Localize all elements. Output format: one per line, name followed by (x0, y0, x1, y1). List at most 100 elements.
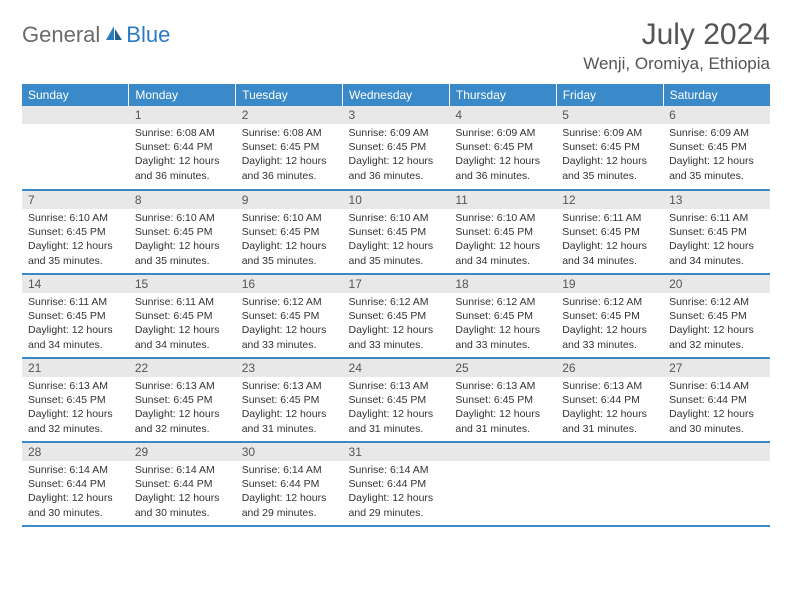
daylight-text: Daylight: 12 hours and 31 minutes. (562, 407, 657, 435)
day-content: Sunrise: 6:13 AMSunset: 6:45 PMDaylight:… (343, 377, 450, 440)
day-number: 10 (343, 191, 450, 209)
daylight-text: Daylight: 12 hours and 32 minutes. (135, 407, 230, 435)
day-number: 30 (236, 443, 343, 461)
sunset-text: Sunset: 6:44 PM (242, 477, 337, 491)
sunrise-text: Sunrise: 6:12 AM (669, 295, 764, 309)
daylight-text: Daylight: 12 hours and 35 minutes. (562, 154, 657, 182)
day-number: 14 (22, 275, 129, 293)
day-content: Sunrise: 6:11 AMSunset: 6:45 PMDaylight:… (22, 293, 129, 356)
location: Wenji, Oromiya, Ethiopia (583, 54, 770, 74)
daylight-text: Daylight: 12 hours and 33 minutes. (562, 323, 657, 351)
day-number: 21 (22, 359, 129, 377)
calendar-cell (449, 442, 556, 526)
sunrise-text: Sunrise: 6:08 AM (242, 126, 337, 140)
day-header-friday: Friday (556, 84, 663, 106)
day-content: Sunrise: 6:12 AMSunset: 6:45 PMDaylight:… (236, 293, 343, 356)
day-header-sunday: Sunday (22, 84, 129, 106)
daylight-text: Daylight: 12 hours and 35 minutes. (669, 154, 764, 182)
day-content: Sunrise: 6:12 AMSunset: 6:45 PMDaylight:… (343, 293, 450, 356)
sunrise-text: Sunrise: 6:13 AM (242, 379, 337, 393)
sunset-text: Sunset: 6:45 PM (669, 309, 764, 323)
day-content: Sunrise: 6:08 AMSunset: 6:44 PMDaylight:… (129, 124, 236, 187)
day-content: Sunrise: 6:10 AMSunset: 6:45 PMDaylight:… (236, 209, 343, 272)
sunrise-text: Sunrise: 6:12 AM (242, 295, 337, 309)
calendar-row: 21Sunrise: 6:13 AMSunset: 6:45 PMDayligh… (22, 358, 770, 442)
day-header-tuesday: Tuesday (236, 84, 343, 106)
daylight-text: Daylight: 12 hours and 34 minutes. (135, 323, 230, 351)
calendar-cell: 6Sunrise: 6:09 AMSunset: 6:45 PMDaylight… (663, 106, 770, 190)
day-content: Sunrise: 6:08 AMSunset: 6:45 PMDaylight:… (236, 124, 343, 187)
calendar-body: 1Sunrise: 6:08 AMSunset: 6:44 PMDaylight… (22, 106, 770, 526)
sunset-text: Sunset: 6:45 PM (242, 140, 337, 154)
daylight-text: Daylight: 12 hours and 31 minutes. (455, 407, 550, 435)
sunrise-text: Sunrise: 6:10 AM (135, 211, 230, 225)
daylight-text: Daylight: 12 hours and 30 minutes. (135, 491, 230, 519)
day-number: 16 (236, 275, 343, 293)
calendar-cell: 17Sunrise: 6:12 AMSunset: 6:45 PMDayligh… (343, 274, 450, 358)
calendar-cell: 10Sunrise: 6:10 AMSunset: 6:45 PMDayligh… (343, 190, 450, 274)
sunrise-text: Sunrise: 6:11 AM (28, 295, 123, 309)
day-number: 17 (343, 275, 450, 293)
month-title: July 2024 (583, 18, 770, 52)
logo-sail-icon (104, 24, 124, 47)
day-content: Sunrise: 6:10 AMSunset: 6:45 PMDaylight:… (129, 209, 236, 272)
day-number: 6 (663, 106, 770, 124)
day-number: 27 (663, 359, 770, 377)
calendar-cell: 26Sunrise: 6:13 AMSunset: 6:44 PMDayligh… (556, 358, 663, 442)
sunrise-text: Sunrise: 6:12 AM (562, 295, 657, 309)
calendar-row: 7Sunrise: 6:10 AMSunset: 6:45 PMDaylight… (22, 190, 770, 274)
day-header-saturday: Saturday (663, 84, 770, 106)
day-number-empty (556, 443, 663, 461)
sunset-text: Sunset: 6:45 PM (135, 309, 230, 323)
sunset-text: Sunset: 6:45 PM (242, 225, 337, 239)
sunrise-text: Sunrise: 6:13 AM (455, 379, 550, 393)
sunrise-text: Sunrise: 6:13 AM (28, 379, 123, 393)
title-block: July 2024 Wenji, Oromiya, Ethiopia (583, 18, 770, 74)
daylight-text: Daylight: 12 hours and 36 minutes. (242, 154, 337, 182)
logo-text-general: General (22, 22, 100, 48)
daylight-text: Daylight: 12 hours and 31 minutes. (349, 407, 444, 435)
sunrise-text: Sunrise: 6:13 AM (135, 379, 230, 393)
day-number-empty (449, 443, 556, 461)
sunset-text: Sunset: 6:45 PM (349, 309, 444, 323)
logo-text-blue: Blue (126, 22, 170, 48)
day-number: 31 (343, 443, 450, 461)
day-number: 15 (129, 275, 236, 293)
sunrise-text: Sunrise: 6:09 AM (455, 126, 550, 140)
day-number: 20 (663, 275, 770, 293)
day-number: 25 (449, 359, 556, 377)
calendar-cell: 15Sunrise: 6:11 AMSunset: 6:45 PMDayligh… (129, 274, 236, 358)
calendar-cell: 4Sunrise: 6:09 AMSunset: 6:45 PMDaylight… (449, 106, 556, 190)
day-content: Sunrise: 6:14 AMSunset: 6:44 PMDaylight:… (663, 377, 770, 440)
sunrise-text: Sunrise: 6:12 AM (349, 295, 444, 309)
daylight-text: Daylight: 12 hours and 32 minutes. (669, 323, 764, 351)
calendar-cell: 30Sunrise: 6:14 AMSunset: 6:44 PMDayligh… (236, 442, 343, 526)
calendar-cell (22, 106, 129, 190)
sunset-text: Sunset: 6:45 PM (669, 225, 764, 239)
day-number-empty (663, 443, 770, 461)
sunset-text: Sunset: 6:45 PM (349, 140, 444, 154)
calendar-cell: 9Sunrise: 6:10 AMSunset: 6:45 PMDaylight… (236, 190, 343, 274)
day-content: Sunrise: 6:13 AMSunset: 6:45 PMDaylight:… (22, 377, 129, 440)
calendar-cell: 18Sunrise: 6:12 AMSunset: 6:45 PMDayligh… (449, 274, 556, 358)
sunrise-text: Sunrise: 6:10 AM (455, 211, 550, 225)
sunset-text: Sunset: 6:45 PM (669, 140, 764, 154)
sunset-text: Sunset: 6:45 PM (242, 309, 337, 323)
day-number: 1 (129, 106, 236, 124)
daylight-text: Daylight: 12 hours and 35 minutes. (349, 239, 444, 267)
calendar-cell: 24Sunrise: 6:13 AMSunset: 6:45 PMDayligh… (343, 358, 450, 442)
day-content: Sunrise: 6:14 AMSunset: 6:44 PMDaylight:… (343, 461, 450, 524)
sunrise-text: Sunrise: 6:13 AM (349, 379, 444, 393)
day-number: 5 (556, 106, 663, 124)
calendar-cell: 8Sunrise: 6:10 AMSunset: 6:45 PMDaylight… (129, 190, 236, 274)
daylight-text: Daylight: 12 hours and 32 minutes. (28, 407, 123, 435)
sunset-text: Sunset: 6:45 PM (28, 309, 123, 323)
day-number: 29 (129, 443, 236, 461)
day-content: Sunrise: 6:11 AMSunset: 6:45 PMDaylight:… (663, 209, 770, 272)
calendar-cell: 14Sunrise: 6:11 AMSunset: 6:45 PMDayligh… (22, 274, 129, 358)
day-content: Sunrise: 6:09 AMSunset: 6:45 PMDaylight:… (343, 124, 450, 187)
calendar-head: SundayMondayTuesdayWednesdayThursdayFrid… (22, 84, 770, 106)
calendar-cell: 20 Sunrise: 6:12 AMSunset: 6:45 PMDayligh… (663, 274, 770, 358)
day-number: 11 (449, 191, 556, 209)
day-content: Sunrise: 6:10 AMSunset: 6:45 PMDaylight:… (449, 209, 556, 272)
